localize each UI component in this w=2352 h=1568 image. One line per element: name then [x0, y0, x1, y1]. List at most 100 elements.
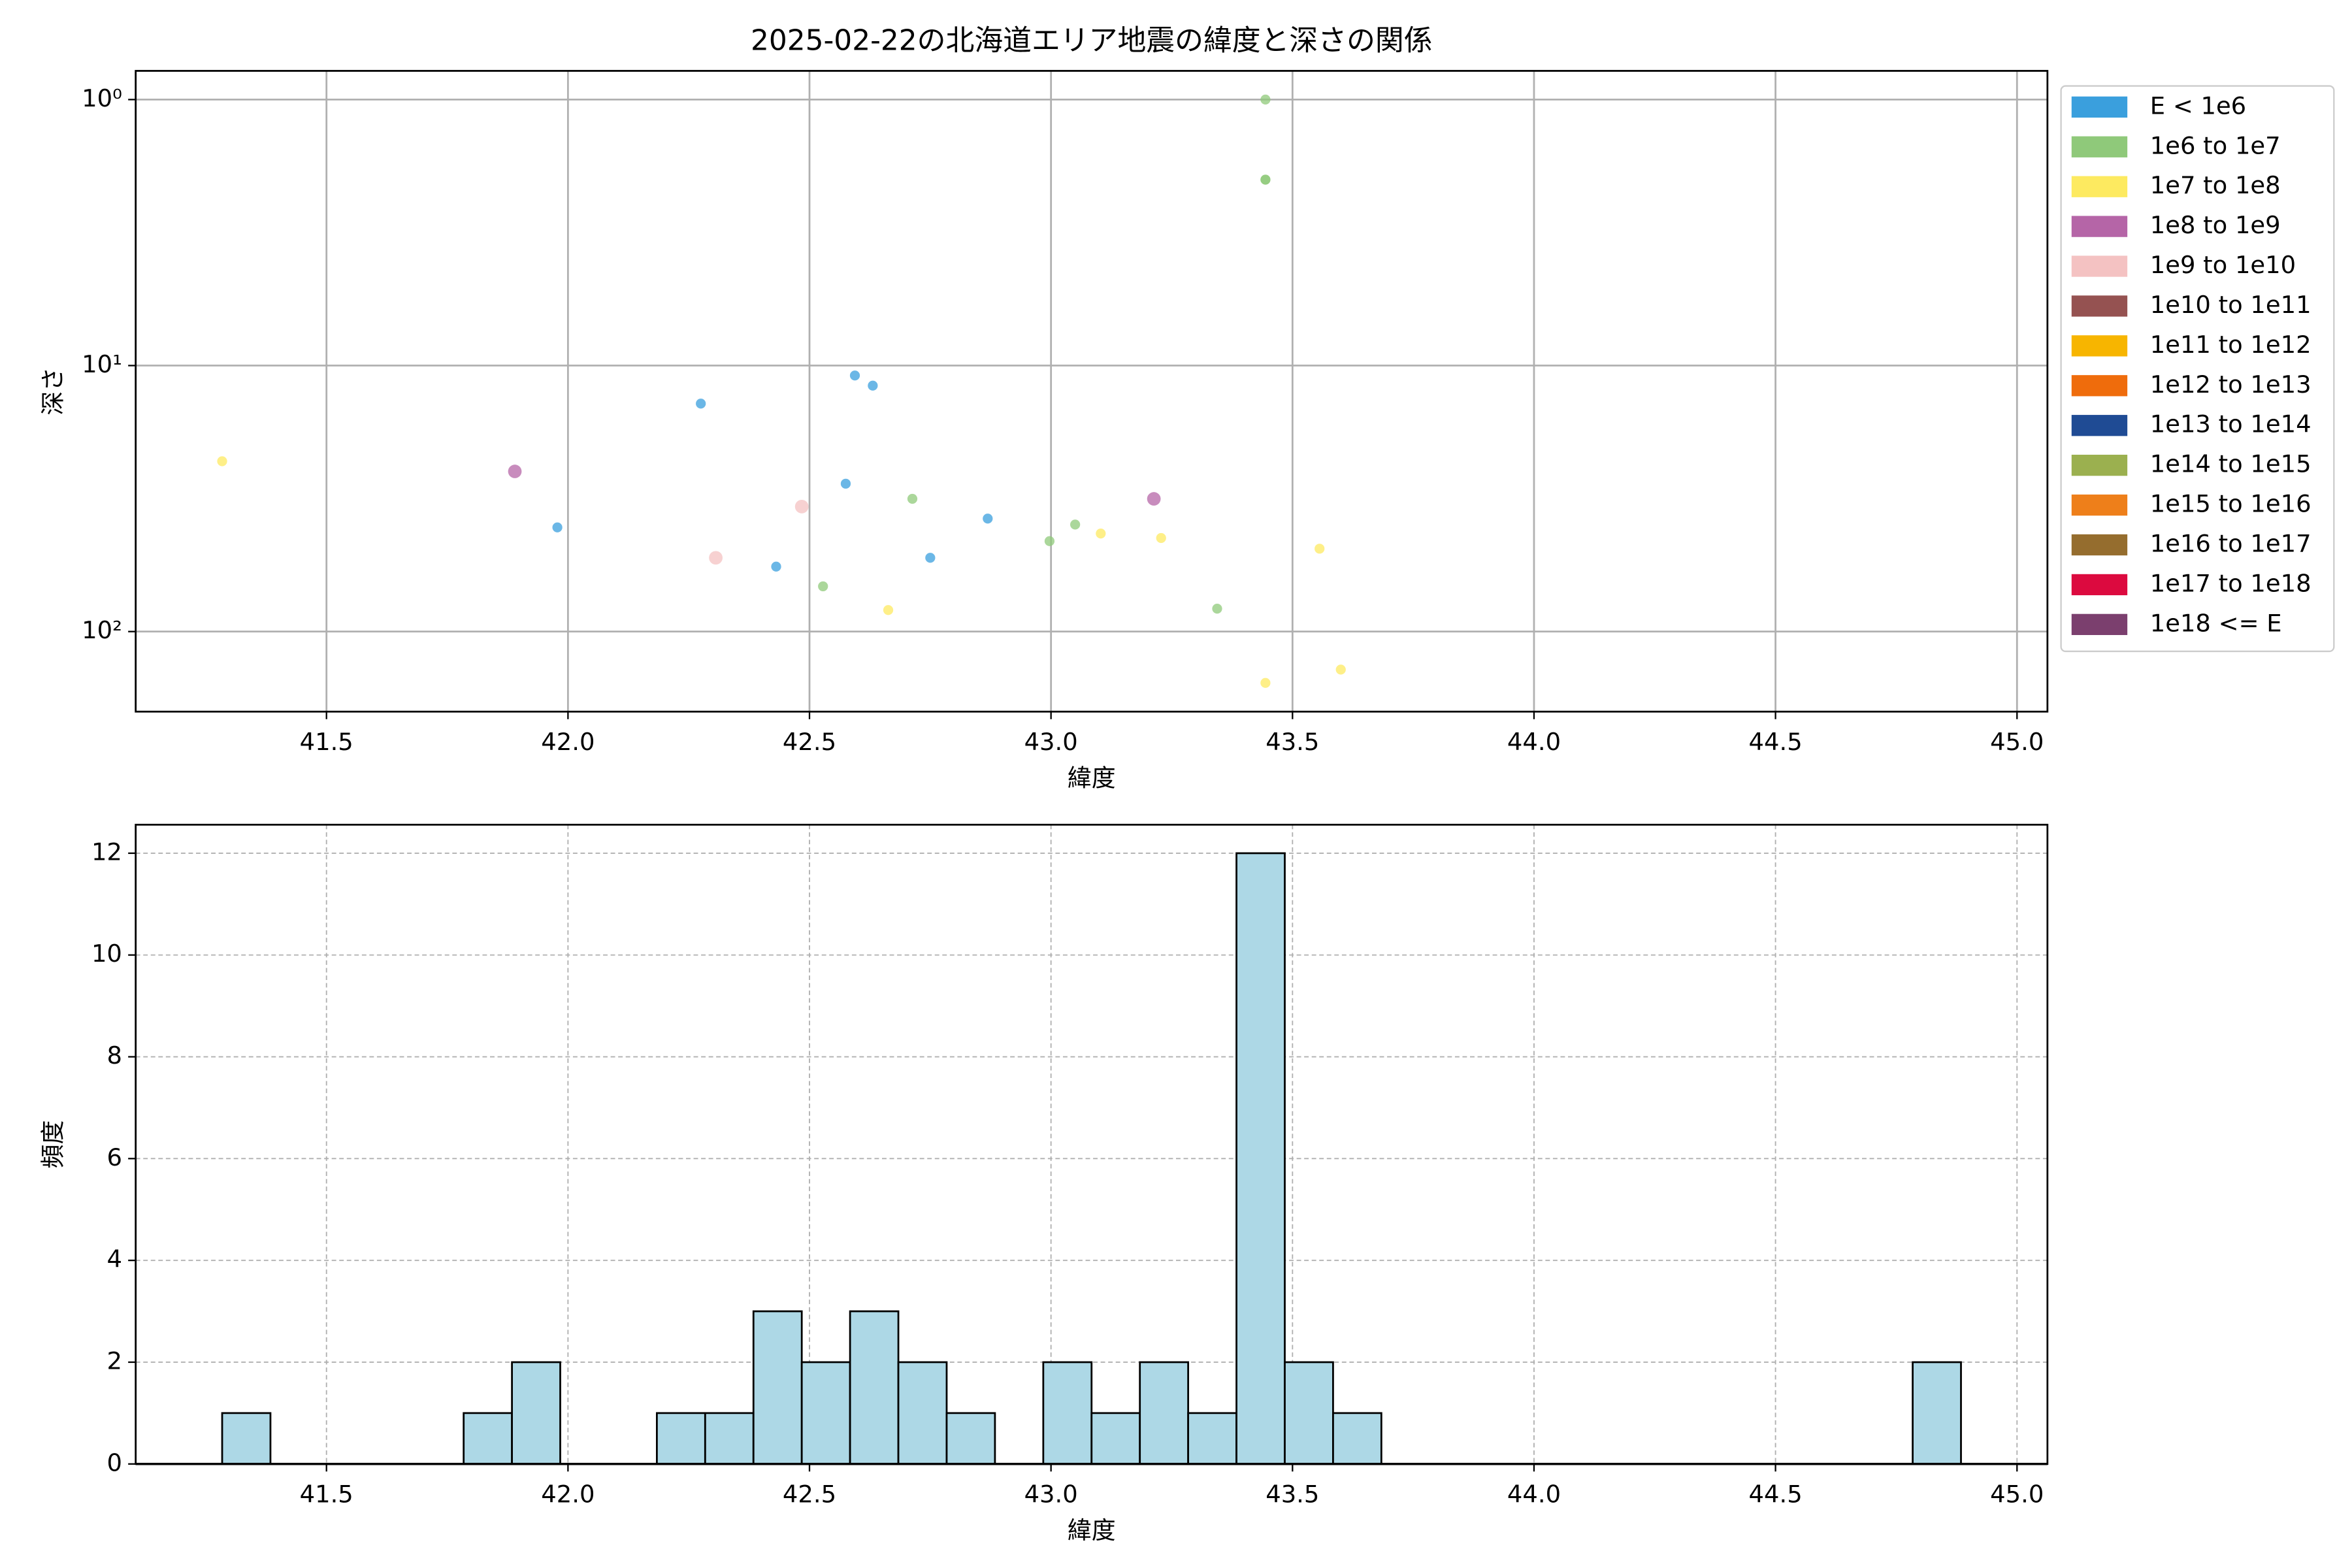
x-tick-label: 42.5: [783, 728, 836, 756]
point: [868, 380, 878, 391]
legend-swatch: [2071, 375, 2128, 397]
chart-title: 2025-02-22の北海道エリア地震の緯度と深さの関係: [751, 24, 1433, 57]
legend-swatch: [2071, 494, 2128, 516]
bar: [849, 1310, 900, 1465]
x-tick-label: 42.0: [541, 728, 595, 756]
point: [1212, 603, 1222, 614]
x-tick-label: 41.5: [300, 1480, 353, 1509]
x-tick-label: 45.0: [1990, 1480, 2044, 1509]
legend-swatch: [2071, 613, 2128, 635]
point: [1315, 544, 1325, 554]
bar: [945, 1412, 996, 1465]
y-tick-label: 8: [106, 1041, 122, 1070]
point: [925, 553, 936, 563]
x-tick-label: 44.0: [1507, 728, 1561, 756]
x-tick-label: 42.0: [541, 1480, 595, 1509]
point: [552, 522, 563, 532]
x-tick-label: 43.5: [1266, 1480, 1319, 1509]
legend-label: 1e15 to 1e16: [2150, 490, 2311, 518]
legend-label: 1e17 to 1e18: [2150, 569, 2311, 597]
x-axis-label: 緯度: [1068, 764, 1116, 792]
legend-label: 1e11 to 1e12: [2150, 331, 2311, 359]
y-tick-label: 10¹: [82, 350, 122, 378]
legend-label: 1e16 to 1e17: [2150, 530, 2311, 558]
x-tick-label: 43.0: [1024, 1480, 1078, 1509]
legend-label: 1e8 to 1e9: [2150, 211, 2281, 239]
point: [1260, 94, 1271, 105]
bar: [1090, 1412, 1141, 1465]
y-tick-label: 10²: [82, 616, 122, 644]
bar: [656, 1412, 706, 1465]
point: [1260, 174, 1271, 185]
point: [1335, 664, 1346, 675]
legend-swatch: [2071, 295, 2128, 317]
legend-swatch: [2071, 216, 2128, 237]
x-tick-label: 42.5: [783, 1480, 836, 1509]
x-tick-label: 44.0: [1507, 1480, 1561, 1509]
x-tick-label: 41.5: [300, 728, 353, 756]
legend-swatch: [2071, 255, 2128, 277]
bar: [1284, 1361, 1334, 1465]
point: [794, 500, 809, 514]
point: [1096, 529, 1106, 539]
x-tick-label: 43.5: [1266, 728, 1319, 756]
bar: [1332, 1412, 1382, 1465]
legend-swatch: [2071, 335, 2128, 357]
y-axis-label: 頻度: [39, 1120, 67, 1169]
legend-swatch: [2071, 136, 2128, 157]
legend-swatch: [2071, 415, 2128, 436]
y-tick-label: 2: [106, 1347, 122, 1375]
bar: [1139, 1361, 1190, 1465]
bar: [1912, 1361, 1962, 1465]
legend-label: 1e18 <= E: [2150, 609, 2282, 637]
axes-frame: [135, 70, 2049, 713]
bar: [752, 1310, 803, 1465]
y-tick-label: 0: [106, 1448, 122, 1477]
bar: [463, 1412, 513, 1465]
point: [1147, 492, 1161, 506]
point: [883, 605, 894, 615]
y-tick-label: 10⁰: [82, 84, 122, 112]
y-tick-label: 6: [106, 1143, 122, 1171]
legend-frame: [2060, 85, 2335, 653]
point: [1070, 519, 1081, 530]
point: [1156, 532, 1166, 544]
legend-label: 1e9 to 1e10: [2150, 251, 2296, 279]
legend-swatch: [2071, 176, 2128, 197]
point: [907, 493, 918, 504]
point: [840, 478, 851, 489]
bar: [221, 1412, 272, 1465]
y-axis-label: 深さ: [39, 367, 67, 416]
point: [217, 456, 227, 466]
legend: E < 1e6 1e6 to 1e7 1e7 to 1e8 1e8 to 1e9 1e9…: [2060, 85, 2335, 653]
legend-label: 1e10 to 1e11: [2150, 291, 2311, 319]
bar: [1042, 1361, 1093, 1465]
x-axis-label: 緯度: [1068, 1516, 1116, 1544]
point: [696, 399, 706, 409]
point: [849, 370, 860, 381]
x-tick-label: 45.0: [1990, 728, 2044, 756]
legend-label: 1e7 to 1e8: [2150, 171, 2281, 199]
legend-swatch: [2071, 96, 2128, 118]
legend-label: 1e13 to 1e14: [2150, 410, 2311, 438]
legend-label: 1e12 to 1e13: [2150, 370, 2311, 399]
legend-label: 1e14 to 1e15: [2150, 450, 2311, 478]
bar: [511, 1361, 561, 1465]
point: [508, 465, 522, 478]
legend-swatch: [2071, 534, 2128, 556]
point: [771, 561, 781, 572]
legend-label: E < 1e6: [2150, 91, 2246, 120]
axes-frame: [135, 823, 2049, 1465]
point: [983, 514, 993, 524]
bar: [897, 1361, 948, 1465]
bar: [1235, 852, 1286, 1465]
x-tick-label: 43.0: [1024, 728, 1078, 756]
bar: [1187, 1412, 1237, 1465]
point: [818, 581, 828, 592]
bar: [704, 1412, 755, 1465]
legend-swatch: [2071, 574, 2128, 596]
point: [1260, 678, 1271, 688]
